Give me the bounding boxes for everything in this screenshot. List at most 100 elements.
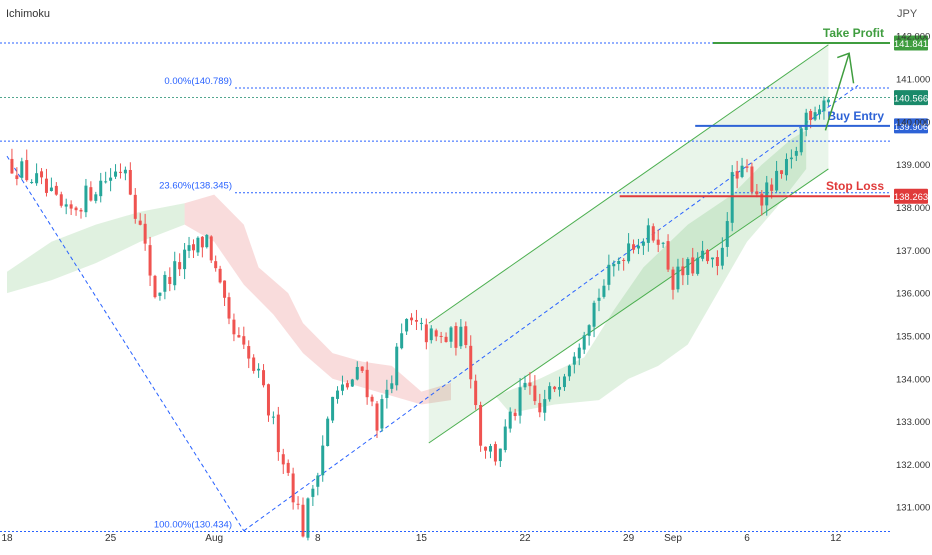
candle-body (191, 244, 195, 251)
cloud-bearish-1 (362, 361, 451, 405)
candle-body (548, 386, 552, 400)
candle-body (40, 171, 44, 178)
candle-body (780, 170, 784, 174)
candle-body (365, 369, 369, 398)
fib-level-label-0: 0.00%(140.789) (164, 76, 232, 87)
y-tick-label-0: 131.000 (896, 503, 930, 514)
price-line-label-3: Stop Loss (826, 179, 884, 193)
candle-body (676, 266, 680, 290)
candle-body (543, 399, 547, 413)
price-tag-bg-1 (894, 90, 928, 106)
candle-body (178, 262, 182, 270)
candle-body (775, 170, 779, 191)
candle-body (94, 194, 98, 201)
candle-body (582, 335, 586, 350)
x-tick-label-8: 6 (744, 533, 750, 544)
candle-body (360, 366, 364, 371)
candle-body (89, 187, 93, 201)
price-line-label-2: Buy Entry (827, 109, 884, 123)
candle-body (577, 347, 581, 359)
candle-body (187, 245, 191, 251)
y-tick-label-2: 133.000 (896, 417, 930, 428)
candle-body (479, 404, 483, 446)
candle-body (410, 317, 414, 321)
y-tick-label-11: 142.000 (896, 32, 930, 43)
candle-body (498, 448, 502, 462)
x-tick-label-9: 12 (830, 533, 842, 544)
candle-body (439, 335, 443, 337)
candle-body (276, 414, 280, 453)
target-arrow-shaft (824, 53, 850, 131)
candle-body (656, 239, 660, 245)
x-tick-label-3: 8 (315, 533, 321, 544)
candle-body (286, 462, 290, 473)
candle-body (809, 110, 813, 121)
candle-body (138, 220, 142, 225)
candle-body (306, 498, 310, 538)
regression-channel (6, 44, 859, 532)
y-tick-label-8: 139.000 (896, 160, 930, 171)
candle-body (414, 320, 418, 322)
candle-body (242, 336, 246, 345)
candle-body (503, 426, 507, 451)
candle-body (375, 403, 379, 431)
candle-body (49, 187, 53, 192)
candle-body (720, 247, 724, 266)
candle-body (321, 445, 325, 476)
candle-body (740, 165, 744, 177)
candle-body (350, 379, 354, 387)
cloud-bullish-1 (495, 130, 807, 414)
candle-body (572, 356, 576, 365)
y-tick-label-9: 140.000 (896, 117, 930, 128)
candle-body (696, 257, 700, 274)
y-tick-label-4: 135.000 (896, 331, 930, 342)
candle-body (592, 302, 596, 327)
price-tag-bg-3 (894, 188, 928, 204)
candle-body (562, 376, 566, 388)
candle-body (35, 173, 39, 184)
candle-body (128, 169, 132, 195)
candle-body (686, 259, 690, 275)
y-tick-label-7: 138.000 (896, 203, 930, 214)
candle-body (617, 260, 621, 265)
candle-body (25, 160, 29, 181)
candle-body (523, 382, 527, 388)
candle-body (701, 250, 705, 259)
candle-body (508, 411, 512, 429)
candle-body (449, 327, 453, 342)
candle-body (340, 384, 344, 391)
candle-body (474, 380, 478, 406)
candle-body (444, 336, 448, 342)
candle-body (553, 386, 557, 390)
candle-body (281, 454, 285, 465)
candle-body (153, 275, 157, 298)
y-tick-label-1: 132.000 (896, 460, 930, 471)
candle-body (59, 194, 63, 206)
candle-body (316, 475, 320, 487)
candle-body (710, 257, 714, 260)
candle-body (227, 297, 231, 319)
candle-body (607, 264, 611, 285)
candle-body (528, 382, 532, 387)
candle-body (651, 226, 655, 241)
candle-body (84, 185, 88, 213)
candle-body (74, 207, 78, 211)
candle-body (163, 274, 167, 292)
candle-body (209, 236, 213, 261)
candle-body (133, 194, 137, 219)
candle-body (143, 223, 147, 244)
candle-body (681, 266, 685, 276)
candle-body (558, 386, 562, 390)
candle-body (148, 245, 152, 276)
fib-level-label-1: 23.60%(138.345) (159, 181, 232, 192)
candle-body (735, 171, 739, 179)
candle-body (400, 333, 404, 349)
candle-body (247, 346, 251, 359)
candle-body (666, 241, 670, 270)
candle-body (799, 128, 803, 153)
y-tick-label-5: 136.000 (896, 289, 930, 300)
candle-body (518, 387, 522, 416)
candle-body (355, 366, 359, 380)
